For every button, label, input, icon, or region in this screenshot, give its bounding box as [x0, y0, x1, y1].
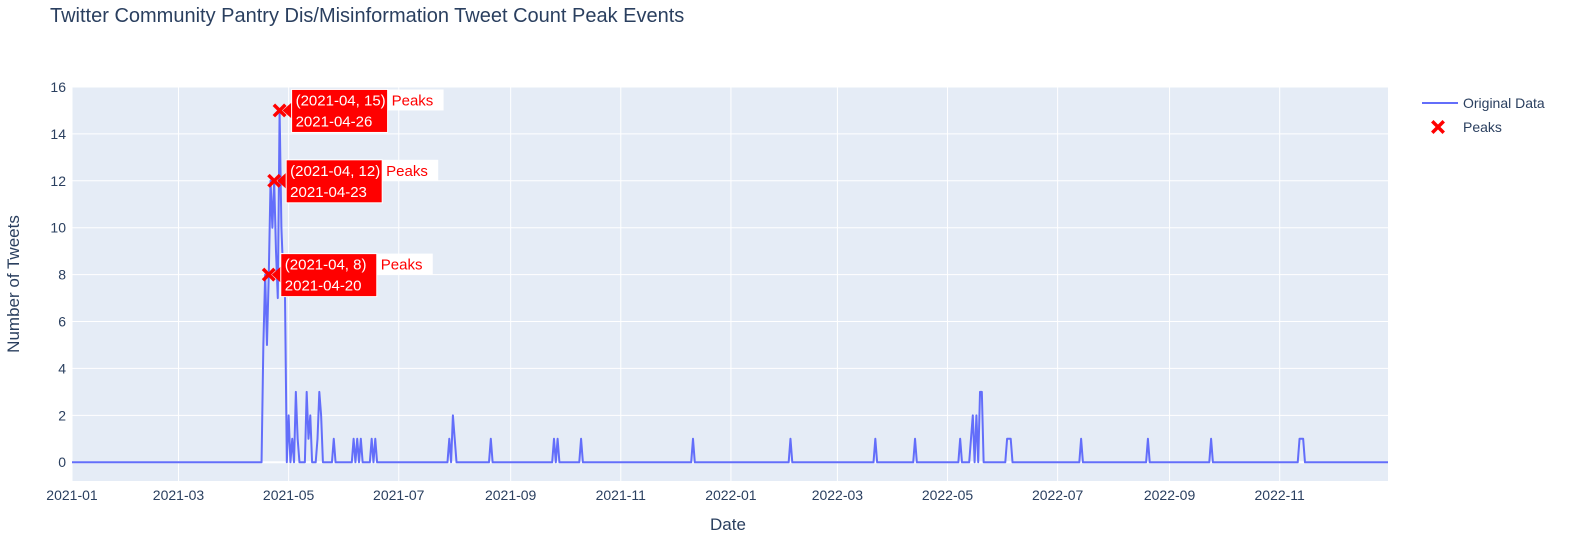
annotation-date: 2021-04-23 — [290, 184, 367, 201]
series-peaks — [261, 103, 287, 282]
legend-peak-marker — [1431, 120, 1445, 134]
y-tick-label: 4 — [58, 360, 66, 376]
annotation-date: 2021-04-20 — [285, 278, 362, 295]
annotation-pointer — [277, 172, 287, 189]
x-tick-label: 2021-05 — [263, 487, 315, 503]
chart-title: Twitter Community Pantry Dis/Misinformat… — [50, 5, 684, 27]
x-tick-label: 2021-11 — [596, 487, 647, 503]
x-tick-label: 2022-01 — [705, 487, 757, 503]
annotation-name-bg — [376, 253, 433, 275]
peak-marker — [261, 267, 276, 282]
y-tick-label: 0 — [58, 454, 66, 470]
annotation-name-bg — [387, 89, 444, 111]
annotation-box — [291, 88, 389, 133]
x-tick-label: 2022-07 — [1032, 487, 1084, 503]
peak-marker — [272, 103, 287, 118]
annotation-value: (2021-04, 15) — [296, 92, 386, 109]
annotation-series-name: Peaks — [381, 257, 423, 274]
y-tick-label: 16 — [50, 79, 66, 95]
x-tick-label: 2021-03 — [153, 487, 205, 503]
y-tick-label: 12 — [50, 173, 66, 189]
annotation-box — [285, 159, 383, 204]
y-tick-label: 8 — [58, 267, 66, 283]
annotation-name-bg — [382, 159, 439, 181]
annotation-value: (2021-04, 12) — [290, 163, 380, 180]
annotation-value: (2021-04, 8) — [285, 257, 367, 274]
peak-marker — [267, 173, 282, 188]
legend-item-original-data[interactable]: Original Data — [1463, 95, 1545, 111]
x-axis-ticks: 2021-01 2021-03 2021-05 2021-07 2021-09 2021-… — [46, 487, 1305, 503]
annotation-date: 2021-04-26 — [296, 113, 373, 130]
x-tick-label: 2022-09 — [1144, 487, 1196, 503]
peak-annotation: (2021-04, 8) 2021-04-20 Peaks — [271, 253, 433, 298]
y-tick-label: 2 — [58, 407, 66, 423]
annotation-pointer — [271, 266, 281, 283]
x-tick-label: 2022-11 — [1255, 487, 1306, 503]
annotation-series-name: Peaks — [392, 92, 434, 109]
x-tick-label: 2022-03 — [812, 487, 864, 503]
annotation-series-name: Peaks — [386, 163, 428, 180]
peak-annotation: (2021-04, 12) 2021-04-23 Peaks — [277, 159, 439, 204]
original-data-line — [72, 109, 1388, 464]
x-tick-label: 2021-09 — [485, 487, 537, 503]
series-original-data — [72, 109, 1388, 464]
annotation-pointer — [282, 102, 292, 119]
y-axis-label: Number of Tweets — [4, 215, 23, 353]
y-axis-ticks: 0 2 4 6 8 10 12 14 16 — [50, 79, 66, 470]
x-axis-label: Date — [710, 515, 746, 534]
legend-item-peaks[interactable]: Peaks — [1463, 119, 1502, 135]
x-tick-label: 2022-05 — [922, 487, 974, 503]
peak-annotation: (2021-04, 15) 2021-04-26 Peaks — [282, 88, 444, 133]
legend-x-marker-icon — [1431, 120, 1445, 134]
x-gridlines — [71, 87, 1281, 481]
x-tick-label: 2021-07 — [373, 487, 425, 503]
annotation-box — [280, 253, 378, 298]
y-tick-label: 14 — [50, 126, 66, 142]
legend[interactable]: Original Data Peaks — [1422, 95, 1545, 135]
y-tick-label: 6 — [58, 314, 66, 330]
x-tick-label: 2021-01 — [46, 487, 98, 503]
y-tick-label: 10 — [50, 220, 66, 236]
